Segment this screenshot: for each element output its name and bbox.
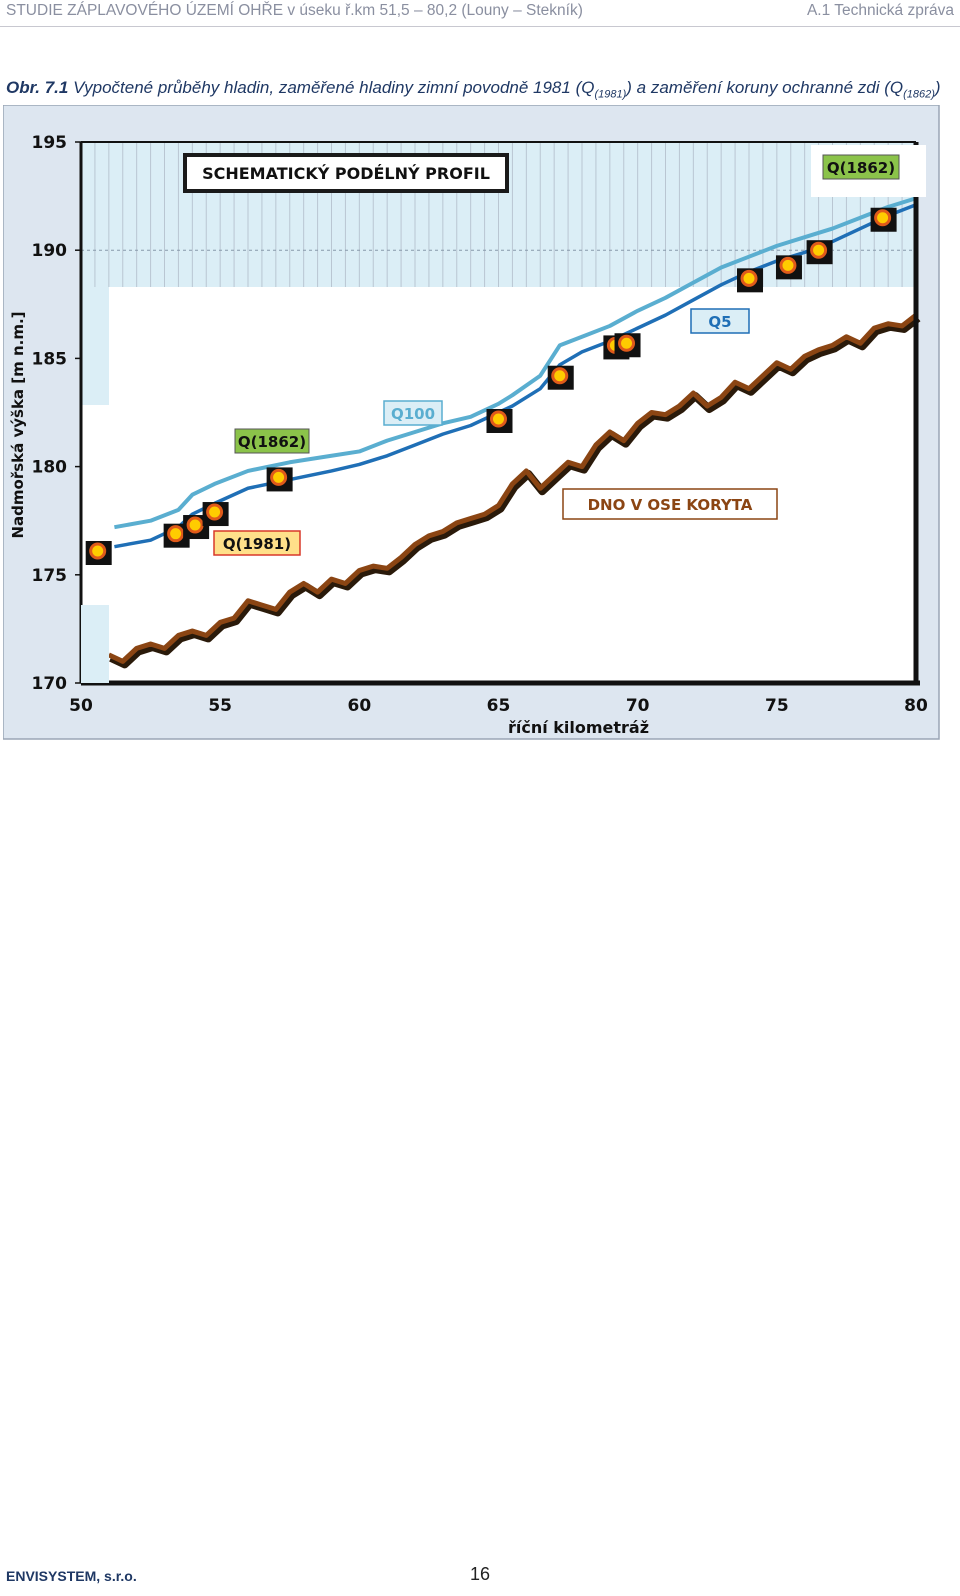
title-box xyxy=(187,157,505,189)
y-tick-label: 190 xyxy=(32,241,68,261)
q5-label: Q5 xyxy=(708,313,731,331)
q1981-annotation: Q(1981) xyxy=(213,530,301,556)
x-tick-label: 65 xyxy=(487,696,511,716)
page-number: 16 xyxy=(470,1564,491,1584)
y-axis-label: Nadmořská výška [m n.m.] xyxy=(9,311,27,538)
measured-point xyxy=(270,468,288,486)
footer-company-suffix: , s.r.o. xyxy=(96,1568,137,1584)
measured-point xyxy=(618,334,636,352)
page-header: STUDIE ZÁPLAVOVÉHO ÚZEMÍ OHŘE v úseku ř.… xyxy=(6,2,954,24)
measured-point xyxy=(490,410,507,428)
y-tick-label: 195 xyxy=(32,133,68,153)
x-axis-label: říční kilometráž xyxy=(508,718,649,737)
x-tick-label: 55 xyxy=(208,696,232,716)
figure-caption: Obr. 7.1 Vypočtené průběhy hladin, zaměř… xyxy=(6,78,956,100)
measured-point xyxy=(810,241,828,259)
x-tick-label: 75 xyxy=(765,696,789,716)
measured-point xyxy=(89,542,107,560)
q5-annotation: Q5 xyxy=(690,308,750,334)
q1862-top-label: Q(1862) xyxy=(827,159,895,177)
q100-box xyxy=(383,400,443,426)
caption-prefix: Obr. 7.1 xyxy=(6,78,69,97)
title-box-label: SCHEMATICKÝ PODÉLNÝ PROFIL xyxy=(202,164,490,183)
caption-sub-b: (1862) xyxy=(903,88,935,101)
y-tick-label: 175 xyxy=(32,566,68,586)
q1862-mid-box xyxy=(234,428,310,454)
q1862-mid-annotation: Q(1862) xyxy=(234,428,310,454)
x-tick-label: 50 xyxy=(69,696,93,716)
caption-text-a: Vypočtené průběhy hladin, zaměřené hladi… xyxy=(68,78,595,97)
caption-text-b: ) a zaměření koruny ochranné zdi (Q xyxy=(626,78,904,97)
q100-annotation: Q100 xyxy=(383,400,443,426)
left-band-lower xyxy=(81,605,109,683)
series-line-dno-v-ose-koryta xyxy=(107,313,918,664)
caption-text-c: ) xyxy=(934,78,941,97)
bed-box xyxy=(562,488,778,520)
measured-point xyxy=(551,367,569,385)
series-line-q5 xyxy=(114,196,917,530)
q1981-label: Q(1981) xyxy=(223,535,291,553)
axes-frame xyxy=(79,141,920,686)
header-section: A.1 Technická zpráva xyxy=(806,2,954,19)
y-tick-label: 180 xyxy=(32,458,68,478)
x-tick-labels: 50 55 60 65 70 75 80 xyxy=(69,696,928,716)
y-tick-label: 170 xyxy=(32,674,68,694)
q1862-top-box xyxy=(822,154,900,180)
x-tick-label: 80 xyxy=(904,696,928,716)
measured-point xyxy=(206,503,224,521)
bed-label: DNO V OSE KORYTA xyxy=(588,496,753,514)
q100-label: Q100 xyxy=(391,405,435,423)
measured-point xyxy=(186,516,204,534)
y-tick-label: 185 xyxy=(32,349,68,369)
x-tick-label: 70 xyxy=(626,696,650,716)
caption-sub-a: (1981) xyxy=(594,88,627,101)
measured-points-group xyxy=(85,207,897,565)
measured-point xyxy=(740,269,758,287)
q5-box xyxy=(690,308,750,334)
measured-point xyxy=(779,256,797,274)
x-tick-label: 60 xyxy=(347,696,371,716)
footer-company: ENVISYSTEM, s.r.o. xyxy=(6,1568,137,1584)
longitudinal-profile-chart: 170 175 180 185 190 195 50 55 60 65 70 75 80 říční … xyxy=(3,105,940,740)
q1862-top-annotation: Q(1862) xyxy=(811,145,926,197)
header-divider xyxy=(0,26,960,27)
q1981-box xyxy=(213,530,301,556)
y-tick-labels: 170 175 180 185 190 195 xyxy=(32,133,81,694)
measured-point xyxy=(874,209,892,227)
measured-point xyxy=(167,525,185,543)
bed-annotation: DNO V OSE KORYTA xyxy=(562,488,778,520)
title-annotation: SCHEMATICKÝ PODÉLNÝ PROFIL xyxy=(183,153,509,193)
q1862-mid-label: Q(1862) xyxy=(238,433,306,451)
header-title: STUDIE ZÁPLAVOVÉHO ÚZEMÍ OHŘE v úseku ř.… xyxy=(6,2,583,19)
footer-company-name: ENVISYSTEM xyxy=(6,1568,97,1584)
